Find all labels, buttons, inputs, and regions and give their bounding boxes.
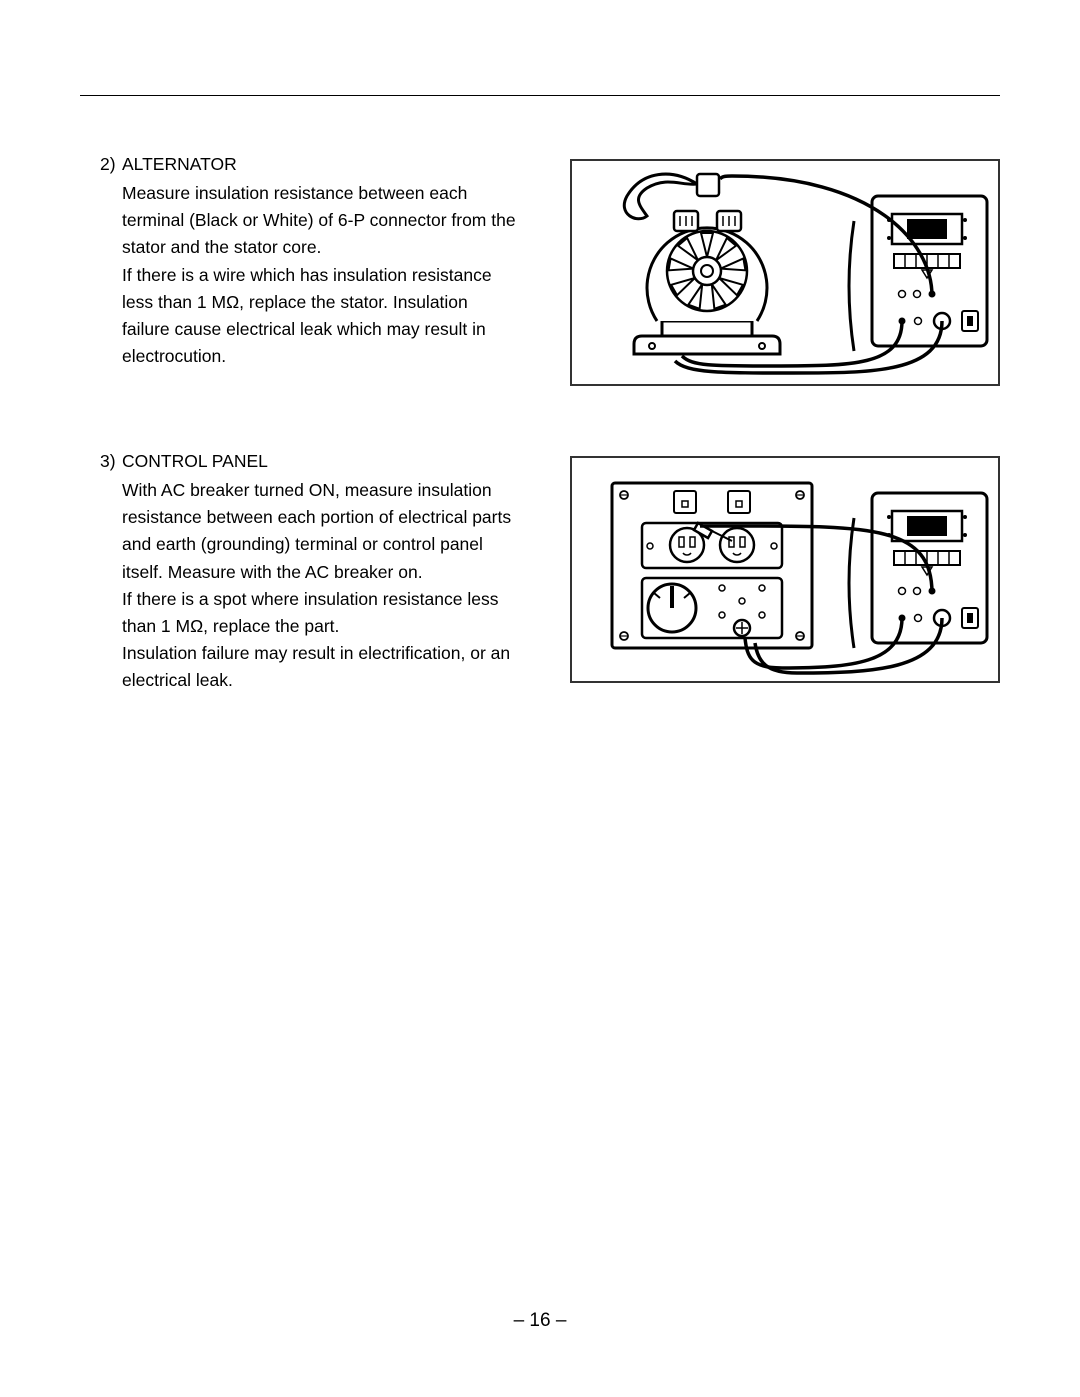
section-alternator: 2)ALTERNATOR Measure insulation resistan… <box>80 151 1000 386</box>
control-panel-figure <box>570 456 1000 683</box>
section-body: With AC breaker turned ON, measure insul… <box>100 477 520 694</box>
alternator-figure <box>570 159 1000 386</box>
page-number: – 16 – <box>80 1310 1000 1332</box>
section-number: 3) <box>100 448 122 475</box>
figure-column <box>570 448 1000 683</box>
section-body: Measure insulation resistance between ea… <box>100 180 520 370</box>
text-column: 2)ALTERNATOR Measure insulation resistan… <box>80 151 520 370</box>
figure-column <box>570 151 1000 386</box>
section-title: CONTROL PANEL <box>122 451 268 471</box>
section-title: ALTERNATOR <box>122 154 237 174</box>
section-control-panel: 3)CONTROL PANEL With AC breaker turned O… <box>80 448 1000 694</box>
text-column: 3)CONTROL PANEL With AC breaker turned O… <box>80 448 520 694</box>
section-number: 2) <box>100 151 122 178</box>
